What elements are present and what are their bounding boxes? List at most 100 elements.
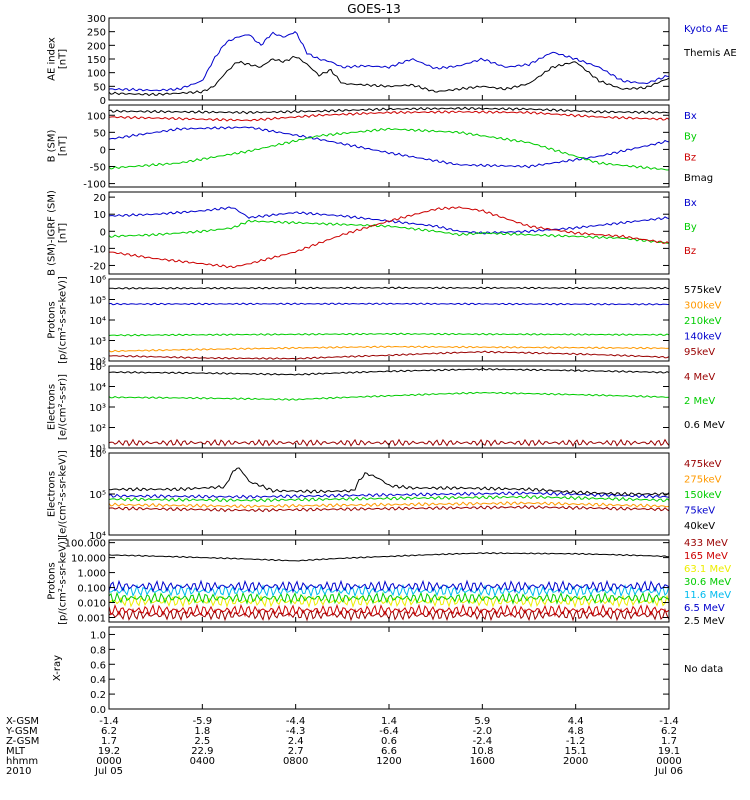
legend-entry: 75keV <box>684 506 715 517</box>
panel-frame <box>108 539 670 623</box>
legend-entry: By <box>684 222 697 233</box>
x-tick-value: 22.9 <box>191 746 213 757</box>
x-tick-value: 1.8 <box>194 726 210 737</box>
series-line-bz <box>109 206 669 269</box>
y-axis-label: [nT] <box>58 136 69 156</box>
series-line-575kev <box>109 286 669 290</box>
x-tick-value: 6.2 <box>661 726 677 737</box>
panel-2: -100 -50 0 50 100 B (SM) [nT] Bx By Bz Bmag <box>47 104 713 191</box>
series-line-275kev <box>109 501 669 509</box>
x-tick-value: -6.4 <box>379 726 399 737</box>
series-line-by <box>109 219 669 244</box>
y-tick-label: 10¹ <box>89 444 106 455</box>
series-line-6-5-mev <box>109 579 669 594</box>
series-line-11-6-mev <box>109 583 669 598</box>
series-line-kyoto-ae <box>109 31 669 92</box>
panel-frame <box>108 17 670 101</box>
legend-entry: 150keV <box>684 490 722 501</box>
y-tick-label: 20 <box>93 193 106 204</box>
y-tick-label: 100 <box>87 69 106 80</box>
series-line-2-mev <box>109 391 669 401</box>
legend-entry: 140keV <box>684 332 722 343</box>
legend-entry: 210keV <box>684 316 722 327</box>
panel-frame <box>108 626 670 710</box>
legend-entry: 300keV <box>684 301 722 312</box>
legend-entry: Kyoto AE <box>684 24 728 35</box>
y-axis-label: B (SM)-IGRF (SM) <box>47 190 58 276</box>
panel-8: 0.0 0.2 0.4 0.6 0.8 1.0 X-ray No data <box>52 626 723 716</box>
x-tick-value: 4.8 <box>568 726 584 737</box>
y-tick-label: 250 <box>87 28 106 39</box>
y-tick-label: 10⁴ <box>89 531 106 542</box>
x-tick-value: 0000 <box>656 756 681 767</box>
legend-entry: 11.6 MeV <box>684 590 731 601</box>
y-tick-label: 300 <box>87 14 106 25</box>
x-row-label: 2010 <box>6 766 31 777</box>
legend-entry: 63.1 MeV <box>684 564 731 575</box>
y-tick-label: 10⁵ <box>89 296 106 307</box>
x-tick-value: 19.2 <box>98 746 120 757</box>
legend-entry: 40keV <box>684 521 715 532</box>
series-line-30-6-mev <box>109 591 669 605</box>
x-tick-value: 1600 <box>470 756 495 767</box>
x-tick-value: 1.7 <box>661 736 677 747</box>
y-tick-label: 10³ <box>89 403 106 414</box>
series-line-40kev <box>109 467 669 497</box>
x-row-label: Y-GSM <box>5 726 38 737</box>
y-tick-label: 0 <box>100 145 106 156</box>
y-tick-label: 10.000 <box>71 554 106 565</box>
y-axis-label: [p/(cm²-s-sr-keV)] <box>58 276 69 364</box>
y-tick-label: 0.0 <box>90 705 106 716</box>
series-line-165-mev <box>109 603 669 618</box>
x-tick-value: 6.6 <box>381 746 397 757</box>
x-tick-value: -1.2 <box>566 736 586 747</box>
x-tick-value: 2.4 <box>288 736 304 747</box>
x-tick-value: 4.4 <box>568 716 584 727</box>
x-row-label: Z-GSM <box>6 736 39 747</box>
panel-frame <box>108 365 670 449</box>
panel-1: 0 50 100 150 200 250 300 AE index [nT] Kyoto AE Th… <box>47 14 737 107</box>
y-tick-label: -50 <box>90 163 106 174</box>
y-axis-label: Electrons <box>47 384 58 430</box>
series-line-140kev <box>109 302 669 306</box>
panel-frame <box>108 104 670 188</box>
x-tick-value: 2.5 <box>194 736 210 747</box>
y-tick-label: 0.8 <box>90 645 106 656</box>
legend-entry: 0.6 MeV <box>684 420 725 431</box>
y-axis-label: Electrons <box>47 471 58 517</box>
y-tick-label: 0.010 <box>77 599 106 610</box>
series-line-bz <box>109 110 669 122</box>
y-tick-label: 0.2 <box>90 690 106 701</box>
y-tick-label: -100 <box>83 180 106 191</box>
series-line-150kev <box>109 494 669 503</box>
x-tick-value: 5.9 <box>474 716 490 727</box>
legend-entry: 575keV <box>684 285 722 296</box>
series-line-themis-ae <box>109 55 669 97</box>
y-tick-label: 1.0 <box>90 630 106 641</box>
y-tick-label: 200 <box>87 41 106 52</box>
x-row-label: MLT <box>6 746 26 757</box>
x-tick-value: -2.0 <box>473 726 493 737</box>
x-axis-table: X-GSMY-GSMZ-GSMMLThhmm2010-1.46.21.719.2… <box>5 716 683 777</box>
x-row-label: hhmm <box>6 756 38 767</box>
y-axis-label: X-ray <box>52 655 63 681</box>
y-tick-label: 0.001 <box>77 613 106 624</box>
x-tick-value: -1.4 <box>659 716 679 727</box>
x-tick-value: 19.1 <box>658 746 680 757</box>
y-tick-label: 10² <box>89 424 106 435</box>
y-axis-label: Protons <box>47 562 58 599</box>
panel-4: 10² 10³ 10⁴ 10⁵ 10⁶ Protons [p/(cm²-s-sr-keV)]… <box>47 275 722 368</box>
y-axis-label: [e/(cm²-s-sr)] <box>58 374 69 440</box>
legend-entry: Bx <box>684 111 697 122</box>
y-tick-label: 10⁴ <box>89 316 106 327</box>
x-tick-value: 15.1 <box>565 746 587 757</box>
legend-entry: Bmag <box>684 173 713 184</box>
legend-entry: 475keV <box>684 459 722 470</box>
y-tick-label: 0 <box>100 227 106 238</box>
figure-title: GOES-13 <box>347 2 401 16</box>
y-tick-label: 0.100 <box>77 584 106 595</box>
y-tick-label: 100 <box>87 111 106 122</box>
legend-entry: Bz <box>684 152 696 163</box>
